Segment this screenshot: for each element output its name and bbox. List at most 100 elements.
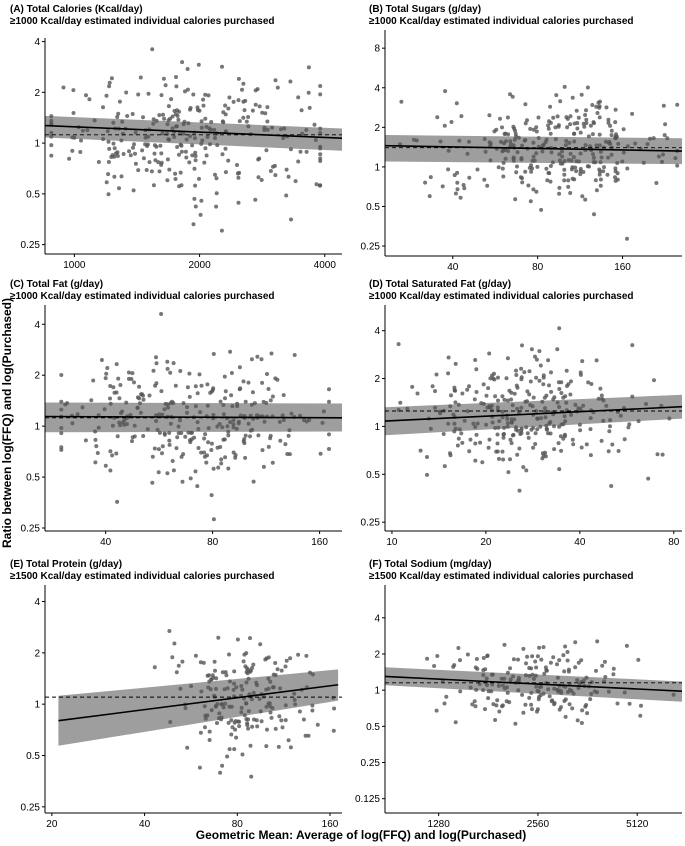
y-tick-label: 0.125 <box>355 794 380 805</box>
data-point <box>195 420 200 425</box>
data-point <box>289 217 293 222</box>
data-point <box>523 673 528 678</box>
data-point <box>257 156 262 161</box>
data-point <box>491 376 496 381</box>
data-point <box>611 672 616 677</box>
data-point <box>209 448 214 452</box>
data-point <box>265 119 270 124</box>
data-point <box>218 770 223 775</box>
data-point <box>565 650 570 654</box>
data-point <box>276 744 281 749</box>
data-point <box>232 681 236 686</box>
data-point <box>185 385 190 390</box>
data-point <box>165 122 170 127</box>
data-point <box>288 656 293 661</box>
data-point <box>188 134 193 139</box>
data-point <box>501 457 506 462</box>
data-point <box>578 130 583 135</box>
data-point <box>220 64 224 69</box>
data-point <box>511 155 516 160</box>
data-point <box>241 379 246 384</box>
data-point <box>601 418 606 423</box>
data-point <box>138 401 142 406</box>
data-point <box>504 139 508 144</box>
data-point <box>270 460 275 465</box>
data-point <box>566 184 571 189</box>
data-point <box>566 178 571 183</box>
data-point <box>288 745 293 750</box>
data-point <box>510 403 515 408</box>
data-point <box>523 702 528 707</box>
data-point <box>221 412 226 417</box>
data-point <box>121 152 126 156</box>
data-point <box>552 701 557 705</box>
y-tick-label: 2 <box>34 371 40 382</box>
data-point <box>244 701 248 706</box>
data-point <box>178 170 183 175</box>
data-point <box>283 718 288 723</box>
data-point <box>110 453 115 458</box>
data-point <box>168 370 173 375</box>
data-point <box>266 686 271 691</box>
data-point <box>172 135 177 139</box>
data-point <box>590 103 595 107</box>
data-point <box>186 121 191 126</box>
data-point <box>161 112 165 117</box>
data-point <box>568 191 573 195</box>
data-point <box>220 670 225 675</box>
data-point <box>555 114 560 119</box>
data-point <box>549 150 554 155</box>
data-point <box>298 149 303 154</box>
data-point <box>546 171 551 175</box>
data-point <box>410 384 415 389</box>
data-point <box>449 393 453 398</box>
data-point <box>241 81 246 86</box>
data-point <box>289 411 294 416</box>
data-point <box>262 125 267 130</box>
data-point <box>208 142 212 147</box>
data-point <box>180 659 185 664</box>
data-point <box>549 389 554 394</box>
data-point <box>544 668 549 673</box>
data-point <box>280 725 285 730</box>
data-point <box>515 150 520 155</box>
data-point <box>157 430 162 435</box>
data-point <box>505 670 510 675</box>
data-point <box>205 382 210 387</box>
data-point <box>191 222 196 227</box>
data-point <box>438 139 443 144</box>
data-point <box>546 358 551 363</box>
data-point <box>485 683 489 688</box>
data-point <box>281 393 286 398</box>
data-point <box>268 679 273 684</box>
data-point <box>209 389 214 394</box>
data-point <box>103 376 108 381</box>
data-point <box>106 192 111 197</box>
data-point <box>219 457 224 462</box>
data-point <box>244 680 249 685</box>
data-point <box>112 174 117 179</box>
data-point <box>588 453 593 458</box>
data-point <box>584 117 589 122</box>
data-point <box>591 120 596 125</box>
data-point <box>197 108 202 113</box>
data-point <box>92 118 97 123</box>
data-point <box>495 432 500 437</box>
data-point <box>170 126 175 131</box>
data-point <box>130 371 135 376</box>
data-point <box>219 228 224 233</box>
data-point <box>163 83 168 88</box>
data-point <box>473 441 478 446</box>
data-point <box>474 432 479 437</box>
data-point <box>225 686 230 691</box>
data-point <box>513 721 518 726</box>
data-point <box>558 99 563 104</box>
data-point <box>583 113 588 117</box>
data-point <box>327 432 331 437</box>
data-point <box>176 424 181 429</box>
data-point <box>660 159 664 164</box>
data-point <box>246 717 251 722</box>
data-point <box>535 707 540 712</box>
data-point <box>177 109 181 114</box>
data-point <box>176 663 181 668</box>
